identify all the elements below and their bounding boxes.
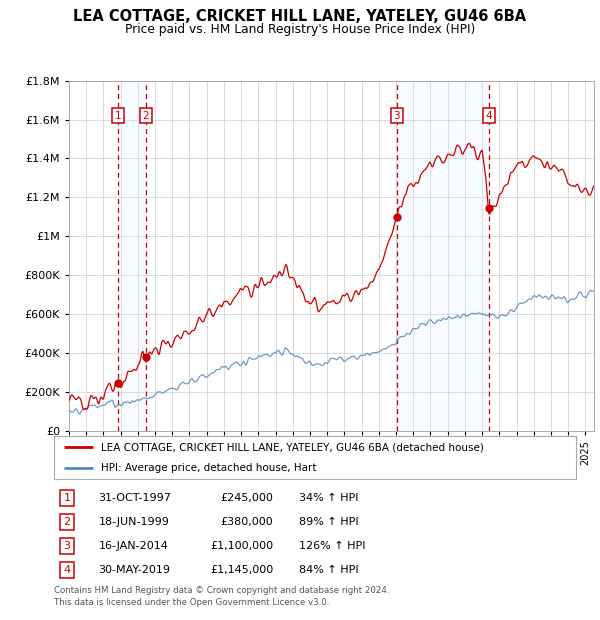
Text: 1: 1 — [115, 110, 121, 121]
Bar — [118, 81, 146, 431]
Text: 34% ↑ HPI: 34% ↑ HPI — [299, 493, 359, 503]
Text: £1,145,000: £1,145,000 — [210, 565, 273, 575]
Text: 16-JAN-2014: 16-JAN-2014 — [98, 541, 168, 551]
Text: 3: 3 — [64, 541, 71, 551]
Text: Contains HM Land Registry data © Crown copyright and database right 2024.: Contains HM Land Registry data © Crown c… — [54, 586, 389, 595]
Text: 84% ↑ HPI: 84% ↑ HPI — [299, 565, 359, 575]
Text: HPI: Average price, detached house, Hart: HPI: Average price, detached house, Hart — [101, 463, 316, 473]
Text: £1,100,000: £1,100,000 — [210, 541, 273, 551]
Text: Price paid vs. HM Land Registry's House Price Index (HPI): Price paid vs. HM Land Registry's House … — [125, 23, 475, 36]
Text: 4: 4 — [64, 565, 71, 575]
Text: 31-OCT-1997: 31-OCT-1997 — [98, 493, 171, 503]
Text: 1: 1 — [64, 493, 71, 503]
Text: £380,000: £380,000 — [220, 517, 273, 527]
Text: 2: 2 — [64, 517, 71, 527]
Text: 30-MAY-2019: 30-MAY-2019 — [98, 565, 170, 575]
Text: 2: 2 — [142, 110, 149, 121]
Text: LEA COTTAGE, CRICKET HILL LANE, YATELEY, GU46 6BA: LEA COTTAGE, CRICKET HILL LANE, YATELEY,… — [73, 9, 527, 24]
Text: 89% ↑ HPI: 89% ↑ HPI — [299, 517, 359, 527]
Text: 18-JUN-1999: 18-JUN-1999 — [98, 517, 169, 527]
Bar — [397, 81, 489, 431]
Text: LEA COTTAGE, CRICKET HILL LANE, YATELEY, GU46 6BA (detached house): LEA COTTAGE, CRICKET HILL LANE, YATELEY,… — [101, 442, 484, 452]
Text: 4: 4 — [486, 110, 493, 121]
Text: This data is licensed under the Open Government Licence v3.0.: This data is licensed under the Open Gov… — [54, 598, 329, 607]
Text: 3: 3 — [394, 110, 400, 121]
Text: £245,000: £245,000 — [220, 493, 273, 503]
Text: 126% ↑ HPI: 126% ↑ HPI — [299, 541, 366, 551]
